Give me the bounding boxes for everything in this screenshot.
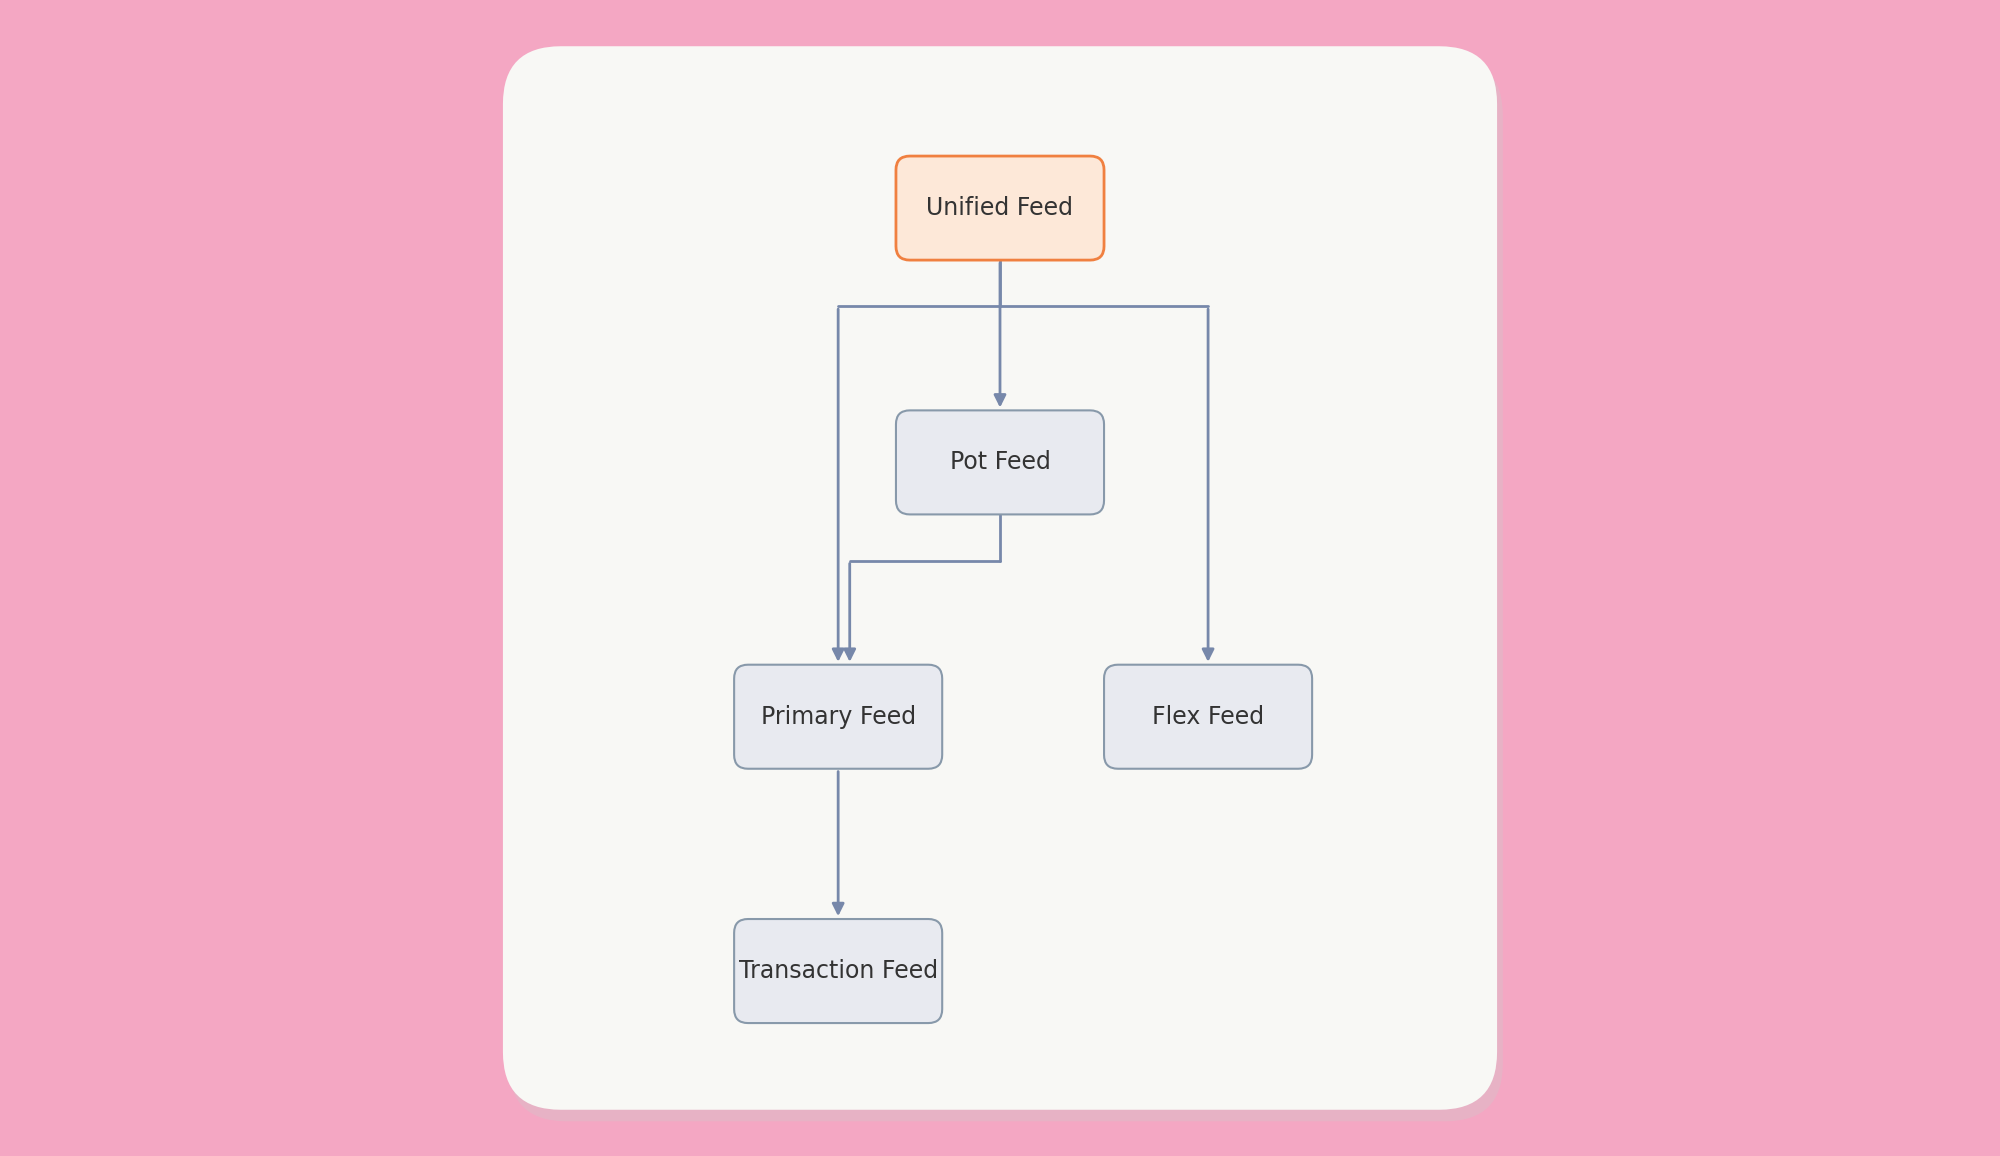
Text: Flex Feed: Flex Feed: [1152, 705, 1264, 728]
FancyBboxPatch shape: [502, 46, 1498, 1110]
Text: Transaction Feed: Transaction Feed: [738, 959, 938, 983]
Text: Primary Feed: Primary Feed: [760, 705, 916, 728]
FancyBboxPatch shape: [896, 410, 1104, 514]
Text: Unified Feed: Unified Feed: [926, 197, 1074, 220]
FancyBboxPatch shape: [508, 58, 1502, 1121]
Text: Pot Feed: Pot Feed: [950, 451, 1050, 474]
FancyBboxPatch shape: [734, 665, 942, 769]
FancyBboxPatch shape: [734, 919, 942, 1023]
FancyBboxPatch shape: [1104, 665, 1312, 769]
FancyBboxPatch shape: [896, 156, 1104, 260]
